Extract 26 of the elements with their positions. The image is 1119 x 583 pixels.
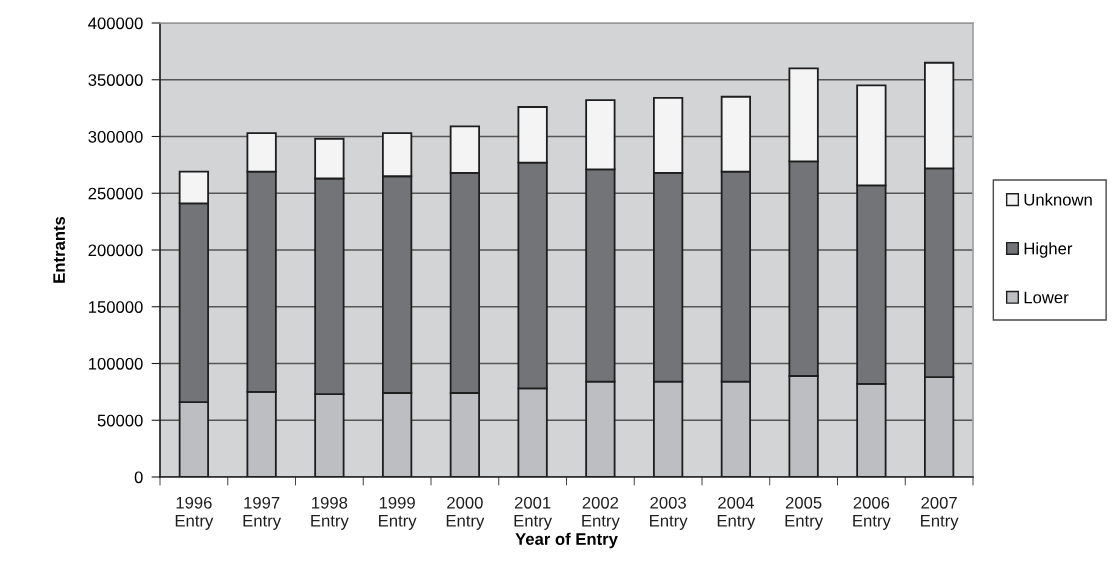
x-axis-title: Year of Entry <box>515 532 618 549</box>
y-tick-label: 250000 <box>88 187 143 200</box>
y-tick-label: 200000 <box>88 244 143 257</box>
y-tick-label: 150000 <box>88 301 143 313</box>
y-tick-label: 400000 <box>88 17 143 30</box>
y-tick-label: 300000 <box>88 130 143 143</box>
y-tick-label: 0 <box>134 471 143 484</box>
x-tick-label: 2003 Entry <box>650 496 688 530</box>
x-tick-label: 1998 Entry <box>311 496 349 530</box>
legend-label: Unknown <box>1024 193 1092 206</box>
x-tick-label: 2001 Entry <box>514 496 553 530</box>
x-tick-label: 2000 Entry <box>446 496 485 530</box>
x-tick-label: 2004 Entry <box>717 496 756 530</box>
y-tick-label: 350000 <box>88 74 143 86</box>
x-tick-label: 2002 Entry <box>582 496 620 530</box>
x-tick-label: 1999 Entry <box>379 496 417 530</box>
x-tick-label: 2006 Entry <box>853 496 891 530</box>
x-tick-label: 2005 Entry <box>785 496 824 530</box>
y-axis-title: Entrants <box>53 216 65 283</box>
y-tick-label: 50000 <box>97 414 143 427</box>
legend-label: Higher <box>1024 242 1073 258</box>
x-tick-label: 1997 Entry <box>243 496 282 530</box>
legend-label: Lower <box>1024 291 1069 304</box>
x-tick-label: 1996 Entry <box>175 496 214 530</box>
x-tick-label: 2007 Entry <box>921 496 959 530</box>
y-tick-label: 100000 <box>88 357 143 370</box>
